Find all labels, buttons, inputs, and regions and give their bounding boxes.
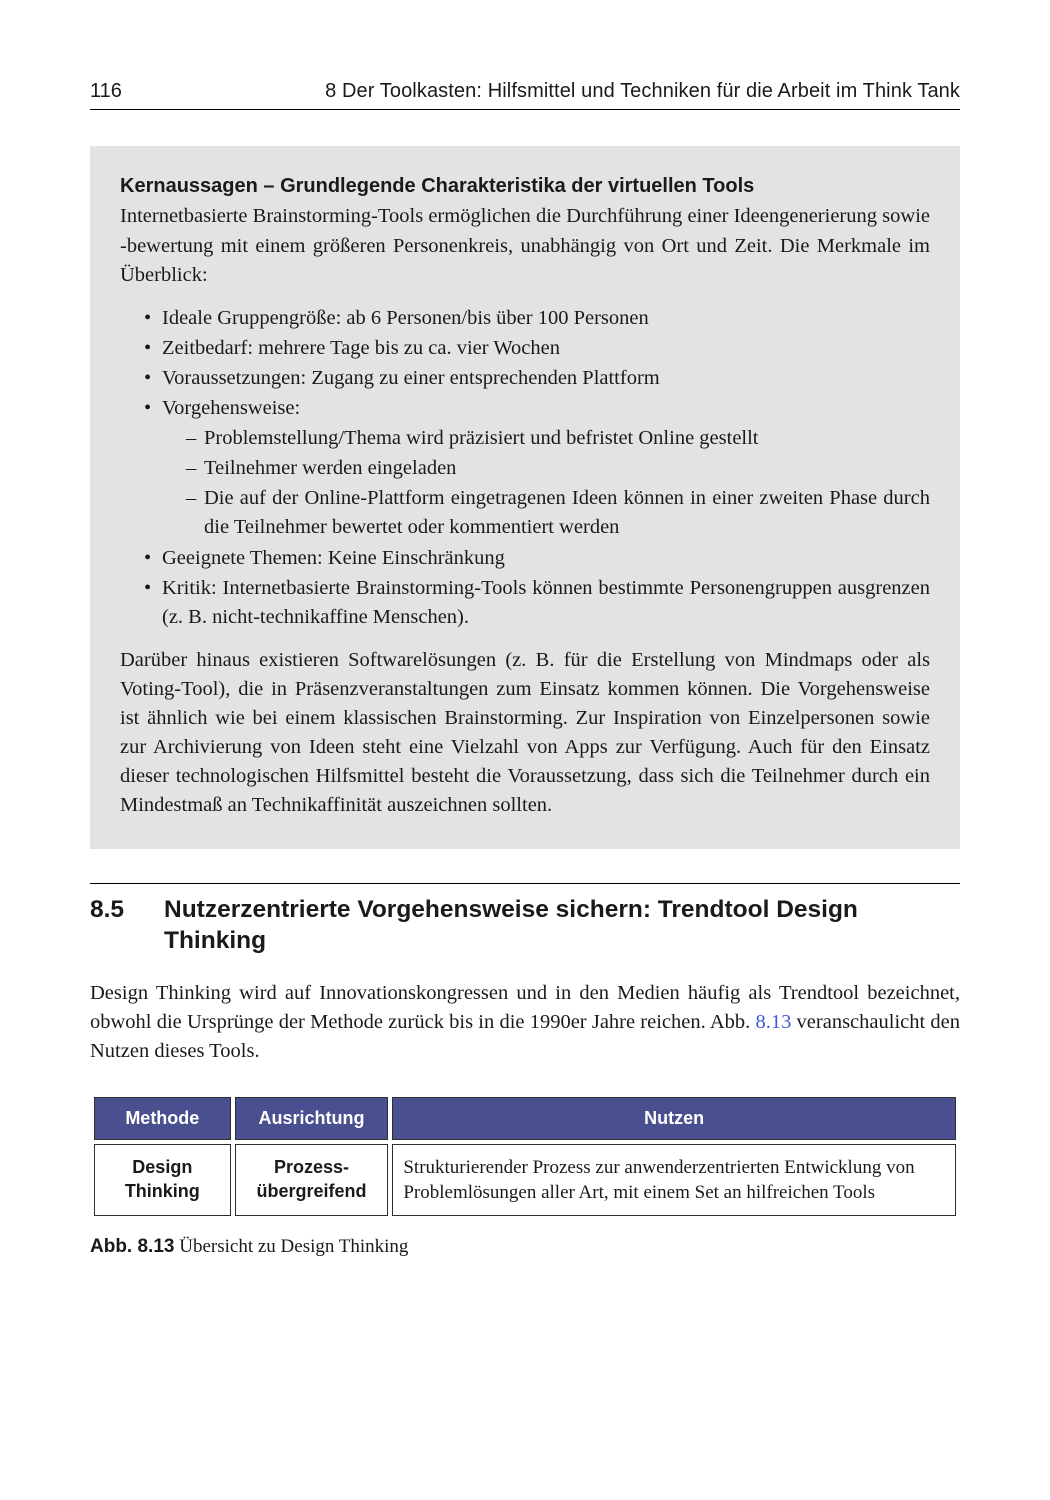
cell-line: Prozess- bbox=[274, 1157, 349, 1177]
table-cell: Design Thinking bbox=[94, 1144, 231, 1216]
table-header-cell: Methode bbox=[94, 1097, 231, 1140]
figure-table: Methode Ausrichtung Nutzen Design Thinki… bbox=[90, 1093, 960, 1220]
table-cell: Strukturierender Prozess zur anwenderzen… bbox=[392, 1144, 956, 1216]
cell-line: übergreifend bbox=[256, 1181, 366, 1201]
page: 116 8 Der Toolkasten: Hilfsmittel und Te… bbox=[0, 0, 1050, 1500]
box-title: Kernaussagen – Grundlegende Charakterist… bbox=[120, 172, 930, 200]
list-item: Zeitbedarf: mehrere Tage bis zu ca. vier… bbox=[144, 334, 930, 363]
list-item-label: Vorgehensweise: bbox=[162, 397, 300, 419]
figure-reference-link[interactable]: 8.13 bbox=[755, 1011, 791, 1033]
figure-caption: Abb. 8.13 Übersicht zu Design Thinking bbox=[90, 1236, 960, 1258]
caption-text: Übersicht zu Design Thinking bbox=[174, 1236, 408, 1257]
list-item: Kritik: Internetbasierte Brainstorming-T… bbox=[144, 574, 930, 632]
caption-label: Abb. 8.13 bbox=[90, 1236, 174, 1257]
box-intro: Internetbasierte Brainstorming-Tools erm… bbox=[120, 202, 930, 289]
table-cell: Prozess- übergreifend bbox=[235, 1144, 389, 1216]
chapter-title: 8 Der Toolkasten: Hilfsmittel und Techni… bbox=[146, 80, 960, 103]
list-item: Problemstellung/Thema wird präzisiert un… bbox=[186, 424, 930, 453]
section-heading: 8.5 Nutzerzentrierte Vorgehensweise sich… bbox=[90, 894, 960, 958]
table-header-cell: Ausrichtung bbox=[235, 1097, 389, 1140]
list-item: Voraussetzungen: Zugang zu einer entspre… bbox=[144, 364, 930, 393]
cell-line: Design bbox=[132, 1157, 192, 1177]
list-item: Ideale Gruppengröße: ab 6 Personen/bis ü… bbox=[144, 304, 930, 333]
table-header-cell: Nutzen bbox=[392, 1097, 956, 1140]
body-paragraph: Design Thinking wird auf Innovationskong… bbox=[90, 979, 960, 1066]
sub-list: Problemstellung/Thema wird präzisiert un… bbox=[162, 424, 930, 542]
bullet-list: Ideale Gruppengröße: ab 6 Personen/bis ü… bbox=[120, 304, 930, 632]
section-title: Nutzerzentrierte Vorgehensweise sichern:… bbox=[164, 894, 960, 958]
table-row: Design Thinking Prozess- übergreifend St… bbox=[94, 1144, 956, 1216]
section-divider bbox=[90, 883, 960, 894]
list-item: Teilnehmer werden eingeladen bbox=[186, 454, 930, 483]
section-number: 8.5 bbox=[90, 894, 164, 958]
cell-line: Thinking bbox=[125, 1181, 200, 1201]
page-number: 116 bbox=[90, 80, 146, 103]
table-header-row: Methode Ausrichtung Nutzen bbox=[94, 1097, 956, 1140]
box-outro: Darüber hinaus existieren Softwarelösung… bbox=[120, 646, 930, 821]
list-item: Vorgehensweise: Problemstellung/Thema wi… bbox=[144, 394, 930, 543]
list-item: Die auf der Online-Plattform eingetragen… bbox=[186, 484, 930, 542]
list-item: Geeignete Themen: Keine Einschränkung bbox=[144, 544, 930, 573]
highlight-box: Kernaussagen – Grundlegende Charakterist… bbox=[90, 146, 960, 849]
running-header: 116 8 Der Toolkasten: Hilfsmittel und Te… bbox=[90, 80, 960, 110]
